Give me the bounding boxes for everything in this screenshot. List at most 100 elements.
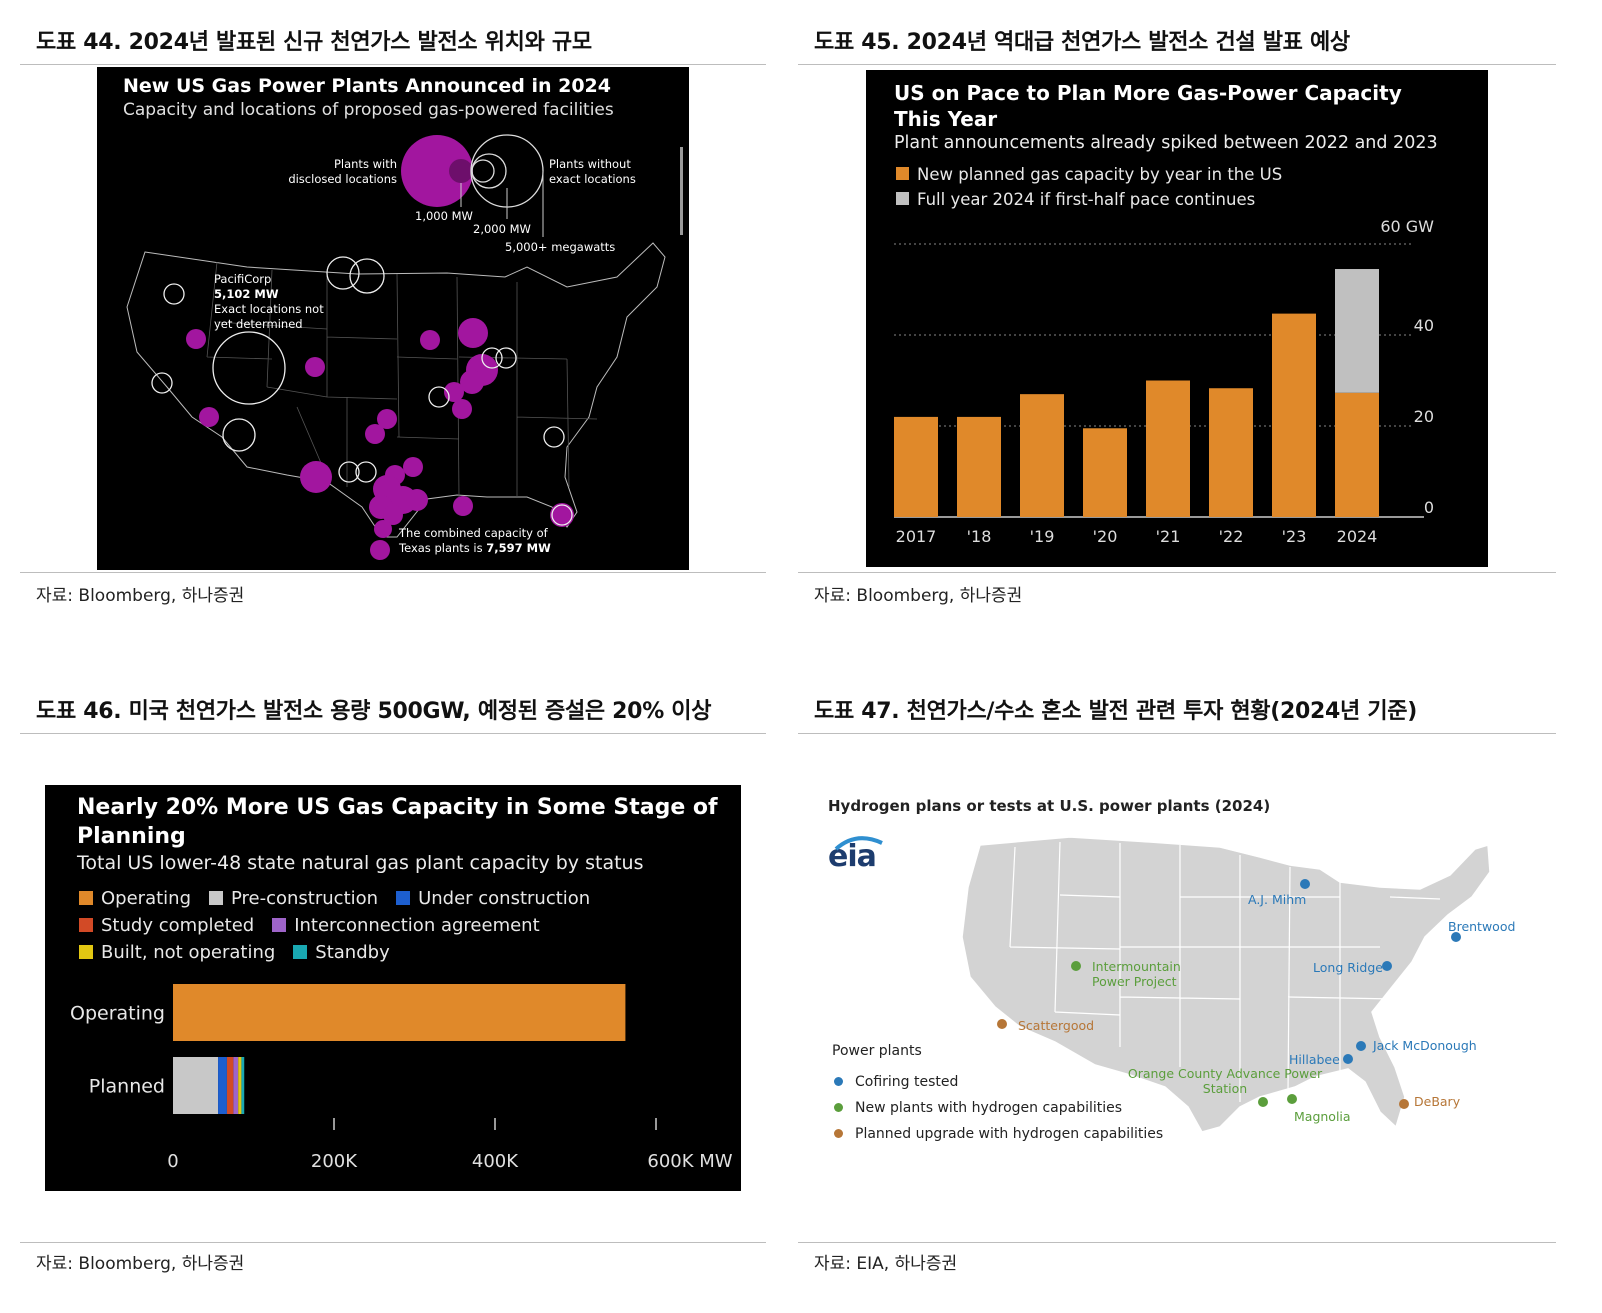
- legend-label: New plants with hydrogen capabilities: [855, 1100, 1123, 1116]
- title-divider: [20, 64, 766, 65]
- legend-swatch: [79, 945, 93, 959]
- legend-item-study-completed: Study completed: [79, 912, 254, 939]
- legend-item-under-construction: Under construction: [396, 885, 590, 912]
- bar-planned-built-not-operating: [238, 1057, 242, 1114]
- x-tick-label: 2017: [896, 527, 937, 546]
- plant-marker-magnolia[interactable]: [1287, 1094, 1297, 1104]
- x-tick-label: '20: [1093, 527, 1118, 546]
- legend-without-label: Plants without exact locations: [549, 157, 636, 186]
- legend-item-full-year: Full year 2024 if first-half pace contin…: [896, 190, 1255, 209]
- legend-label: Built, not operating: [101, 942, 276, 963]
- legend-label: Planned upgrade with hydrogen capabiliti…: [855, 1126, 1164, 1142]
- bar-22-planned: [1209, 388, 1253, 517]
- plant-marker-a-j-mihm[interactable]: [1300, 879, 1310, 889]
- plant-label: Intermountain Power Project: [1092, 959, 1181, 989]
- category-label: Planned: [89, 1076, 165, 1098]
- map-legend: Cofiring tested New plants with hydrogen …: [834, 1069, 1163, 1147]
- us-map: [126, 134, 666, 560]
- legend-swatch-orange: [896, 167, 909, 180]
- legend-dot: [834, 1077, 843, 1086]
- us-shape: [961, 836, 1491, 1133]
- bar-planned-under-construction: [218, 1057, 227, 1114]
- pacificorp-name: PacifiCorp: [214, 272, 272, 286]
- legend-label: Standby: [315, 942, 390, 963]
- legend-swatch-gray: [896, 192, 909, 205]
- panel-47: 도표 47. 천연가스/수소 혼소 발전 관련 투자 현황(2024년 기준) …: [798, 693, 1556, 1293]
- y-tick-label: 20: [1414, 407, 1434, 426]
- legend-disclosed-circle: [401, 135, 473, 207]
- plant-marker-hillabee[interactable]: [1343, 1054, 1353, 1064]
- scrollbar[interactable]: [680, 147, 683, 235]
- x-tick-label: '18: [967, 527, 992, 546]
- x-tick-label: '21: [1156, 527, 1181, 546]
- figure-subtitle: Capacity and locations of proposed gas-p…: [123, 100, 614, 120]
- texas-note-line2: Texas plants is 7,597 MW: [399, 541, 551, 555]
- legend-label: Full year 2024 if first-half pace contin…: [917, 190, 1256, 209]
- legend-5000-label: 5,000+ megawatts: [505, 240, 616, 254]
- legend-2000-label: 2,000 MW: [473, 222, 531, 236]
- bar-2024-projected: [1335, 269, 1379, 393]
- plant-marker-scattergood[interactable]: [997, 1019, 1007, 1029]
- legend-swatch: [79, 918, 93, 932]
- legend-swatch: [79, 891, 93, 905]
- x-tick-label: '23: [1282, 527, 1307, 546]
- legend-title: Power plants: [832, 1043, 922, 1059]
- plant-marker-intermountain-power-project[interactable]: [1071, 961, 1081, 971]
- chart-subtitle: Plant announcements already spiked betwe…: [894, 133, 1438, 153]
- source-divider: [20, 572, 766, 573]
- source-text: 자료: EIA, 하나증권: [814, 1254, 958, 1274]
- source-text: 자료: Bloomberg, 하나증권: [814, 586, 1023, 606]
- map-title: Hydrogen plans or tests at U.S. power pl…: [828, 797, 1271, 815]
- y-tick-label: 60 GW: [1380, 217, 1434, 236]
- texas-note-line1: The combined capacity of: [399, 526, 548, 540]
- plant-marker-brentwood[interactable]: [1451, 932, 1461, 942]
- x-tick-label: 200K: [311, 1151, 358, 1172]
- eia-logo-arc: [834, 836, 883, 851]
- legend-dot: [834, 1103, 843, 1112]
- hydrogen-map-figure: Hydrogen plans or tests at U.S. power pl…: [820, 797, 1520, 1167]
- x-tick-label: '19: [1030, 527, 1055, 546]
- bar-planned-pre-construction: [173, 1057, 219, 1114]
- legend-without-small: [471, 159, 495, 183]
- panel-45: 도표 45. 2024년 역대급 천연가스 발전소 건설 발표 예상 US on…: [798, 24, 1556, 614]
- legend-disclosed-small: [449, 159, 473, 183]
- plant-label: Magnolia: [1294, 1109, 1351, 1124]
- plant-marker-orange-county-advance-power-station[interactable]: [1258, 1097, 1268, 1107]
- capacity-status-figure: Nearly 20% More US Gas Capacity in Some …: [45, 785, 741, 1191]
- legend-swatch: [396, 891, 411, 905]
- plant-marker-debary[interactable]: [1399, 1099, 1409, 1109]
- legend-swatch: [293, 945, 308, 959]
- y-tick-label: 40: [1414, 316, 1434, 335]
- chart-title-2: Nearly 20% More US Gas Capacity in Some …: [77, 795, 718, 849]
- title-divider: [798, 64, 1556, 65]
- bar-23-planned: [1272, 313, 1316, 517]
- panel-title: 도표 46. 미국 천연가스 발전소 용량 500GW, 예정된 증설은 20%…: [36, 699, 712, 724]
- legend-swatch: [272, 918, 287, 932]
- bar-planned-study-completed: [226, 1057, 234, 1114]
- plant-marker-jack-mcdonough[interactable]: [1356, 1041, 1366, 1051]
- plant-label: DeBary: [1414, 1094, 1461, 1109]
- title-divider: [20, 733, 766, 734]
- chart-subtitle: Total US lower-48 state natural gas plan…: [77, 852, 644, 874]
- panel-title: 도표 45. 2024년 역대급 천연가스 발전소 건설 발표 예상: [814, 30, 1350, 55]
- legend-label: Interconnection agreement: [294, 915, 540, 936]
- x-tick-label: '22: [1219, 527, 1244, 546]
- category-label: Operating: [70, 1003, 165, 1025]
- legend-label: Cofiring tested: [855, 1074, 959, 1090]
- x-tick-label: 400K: [472, 1151, 519, 1172]
- plant-label: Scattergood: [1018, 1018, 1095, 1033]
- plant-marker-long-ridge[interactable]: [1382, 961, 1392, 971]
- panel-title: 도표 47. 천연가스/수소 혼소 발전 관련 투자 현황(2024년 기준): [814, 699, 1417, 724]
- plant-label: Brentwood: [1448, 919, 1516, 934]
- legend-label: Operating: [101, 888, 191, 909]
- legend-item: New plants with hydrogen capabilities: [834, 1095, 1163, 1121]
- title-divider: [798, 733, 1556, 734]
- source-text: 자료: Bloomberg, 하나증권: [36, 586, 245, 606]
- state-lines: [1009, 841, 1441, 1102]
- source-divider: [798, 1242, 1556, 1243]
- legend-label: New planned gas capacity by year in the …: [917, 165, 1283, 184]
- chart-title-1: US on Pace to Plan More Gas-Power Capaci…: [894, 81, 1402, 131]
- legend-dot: [834, 1129, 843, 1138]
- source-text: 자료: Bloomberg, 하나증권: [36, 1254, 245, 1274]
- plant-label: Orange County Advance Power Station: [1127, 1066, 1323, 1096]
